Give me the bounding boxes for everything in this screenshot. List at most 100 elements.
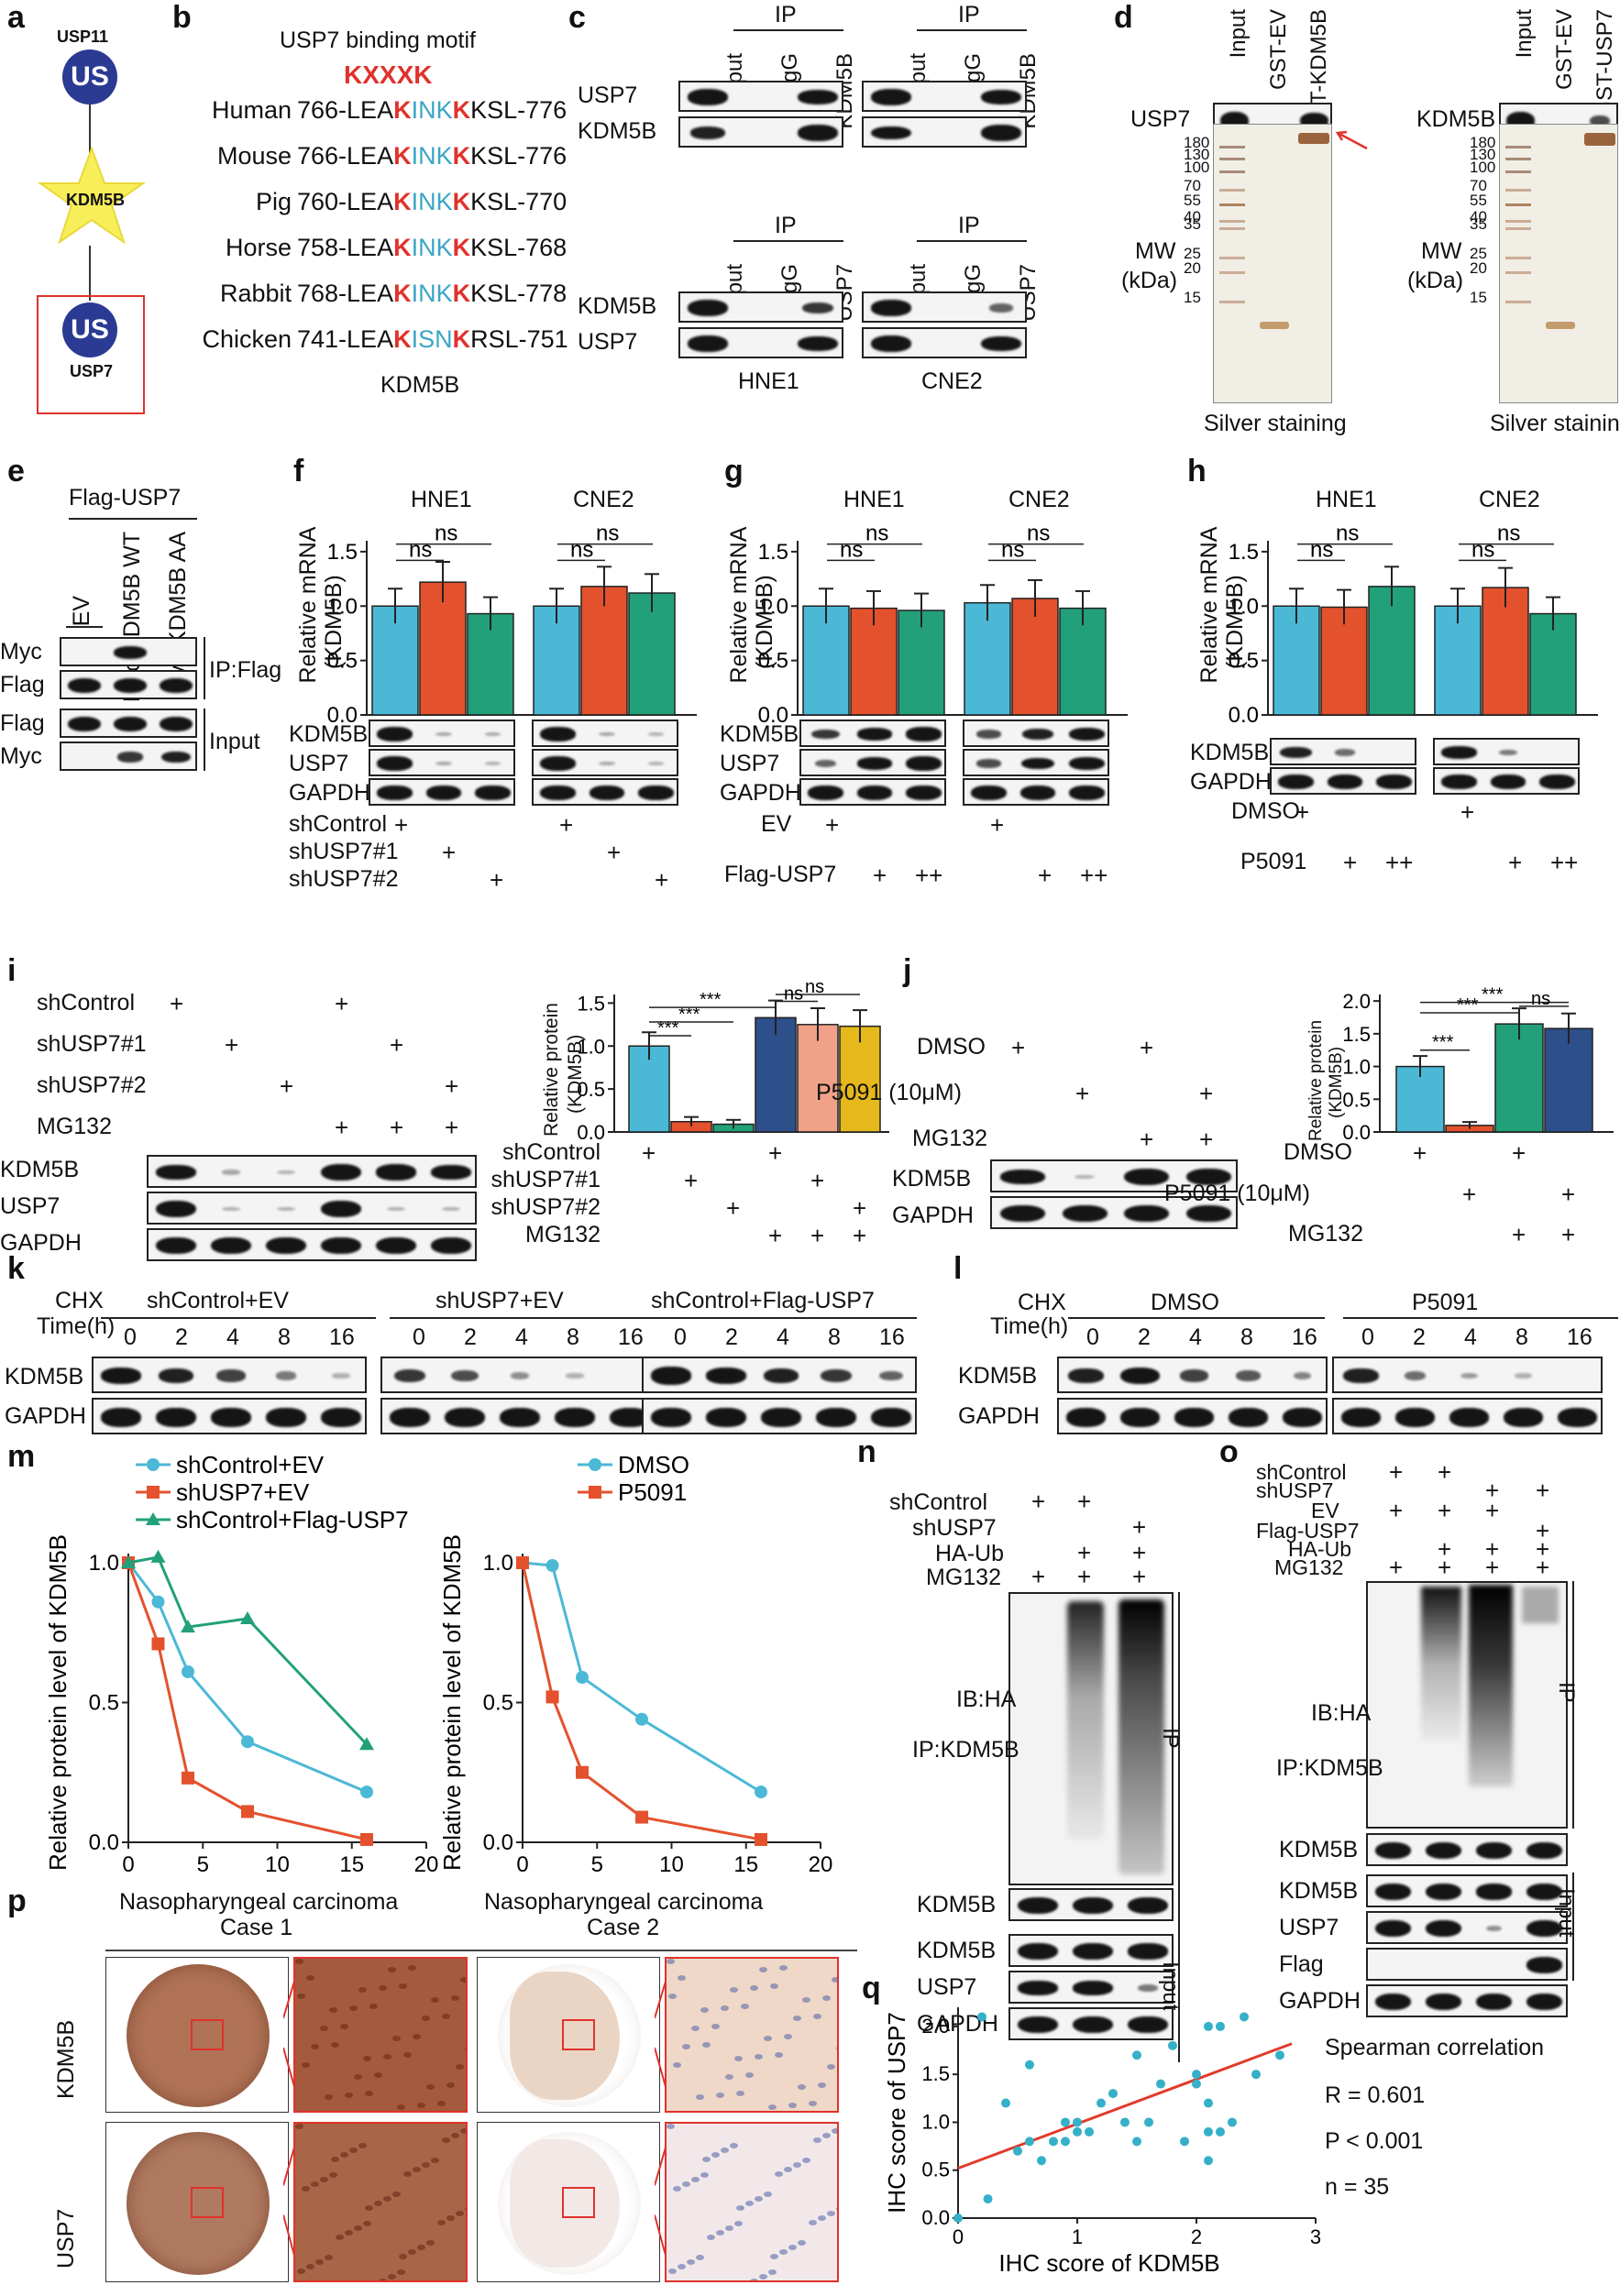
y-axis-label: Relative protein level of KDM5B bbox=[438, 1534, 466, 1871]
y-tick-label: 0.0 bbox=[483, 1830, 513, 1855]
ns-label: ns bbox=[1336, 522, 1359, 546]
blot-band bbox=[540, 785, 576, 800]
plus-sign: + bbox=[1438, 1458, 1452, 1486]
motif-row: Rabbit 768-LEAKINKKKSL-778 bbox=[183, 280, 568, 316]
blot-band bbox=[1343, 1368, 1379, 1383]
ip-bracket bbox=[733, 29, 843, 31]
wb-row-label: GAPDH bbox=[892, 1203, 974, 1228]
cell-nucleus bbox=[422, 2016, 430, 2021]
blot-band bbox=[321, 1200, 361, 1218]
x-axis-label: Time (h) bbox=[628, 1877, 716, 1879]
data-point bbox=[635, 1810, 648, 1824]
time-tick: 0 bbox=[674, 1324, 687, 1350]
x-tick-label: 20 bbox=[809, 1852, 833, 1877]
wb-strip bbox=[1008, 2007, 1174, 2040]
blot-band bbox=[1185, 1204, 1231, 1223]
wb-strip bbox=[369, 720, 515, 747]
y-tick-label: 1.0 bbox=[758, 594, 788, 619]
ihc-row-label: KDM5B bbox=[53, 2019, 79, 2099]
cell-nucleus bbox=[403, 2052, 412, 2058]
cell-nucleus bbox=[721, 2148, 729, 2153]
bar bbox=[1482, 587, 1529, 716]
condition-label: shUSP7#2 bbox=[490, 1194, 601, 1220]
wb-strip bbox=[1366, 1874, 1568, 1907]
blot-band bbox=[160, 716, 193, 732]
blot-band bbox=[1425, 1883, 1462, 1901]
cell-nucleus bbox=[417, 2103, 425, 2108]
plus-sign: + bbox=[1512, 1139, 1526, 1167]
y-tick-label: 1.5 bbox=[758, 540, 788, 565]
ip-bracket bbox=[917, 29, 1027, 31]
ubiquitin-smear-blot bbox=[1366, 1581, 1568, 1829]
seq-mid: ISN bbox=[411, 325, 453, 353]
y-axis-label-unit: (KDM5B) bbox=[1327, 1046, 1346, 1118]
scatter-point bbox=[1168, 2040, 1177, 2050]
chx-blot bbox=[1332, 1357, 1603, 1393]
data-point bbox=[755, 1785, 767, 1799]
plus-sign: + bbox=[853, 1194, 867, 1222]
coip-blot bbox=[678, 291, 843, 323]
cell-nucleus bbox=[365, 2091, 373, 2096]
kda-label: (kDa) bbox=[1121, 268, 1178, 293]
cell-nucleus bbox=[426, 2084, 435, 2090]
bar bbox=[1494, 1023, 1544, 1133]
panel-label-h: h bbox=[1187, 454, 1207, 489]
ip-side-label: IP bbox=[1554, 1682, 1579, 1703]
cell-nucleus bbox=[696, 2094, 704, 2100]
wb-row-label: KDM5B bbox=[1279, 1878, 1359, 1904]
cell-nucleus bbox=[363, 2056, 371, 2061]
bar bbox=[964, 601, 1011, 716]
blot-band bbox=[1526, 1957, 1563, 1973]
bar bbox=[1059, 607, 1107, 716]
blot-band bbox=[989, 303, 1013, 313]
coip-blot bbox=[678, 81, 843, 112]
bar bbox=[1529, 612, 1577, 716]
cell-nucleus bbox=[822, 1995, 831, 2001]
blot-band bbox=[1073, 1981, 1113, 1995]
mw-marker: 15 bbox=[1470, 289, 1487, 306]
condition-label: EV bbox=[761, 811, 792, 837]
scatter-point bbox=[1204, 2021, 1213, 2031]
input-label: Input bbox=[209, 729, 260, 754]
y-tick-label: 0.0 bbox=[1229, 703, 1259, 728]
spearman-title: Spearman correlation bbox=[1325, 2035, 1545, 2060]
cell-nucleus bbox=[349, 2148, 358, 2153]
time-tick: 2 bbox=[1138, 1324, 1151, 1350]
time-tick: 2 bbox=[1413, 1324, 1426, 1350]
ip-header: IP bbox=[958, 2, 980, 27]
cell-nucleus bbox=[813, 2014, 821, 2019]
cell-nucleus bbox=[403, 2171, 412, 2177]
cell-nucleus bbox=[775, 2171, 783, 2177]
flag-usp7-header: Flag-USP7 bbox=[69, 485, 182, 511]
ns-label: ns bbox=[1497, 522, 1520, 546]
cell-nucleus bbox=[702, 2157, 711, 2162]
blot-band bbox=[811, 729, 841, 740]
condition-label: MG132 bbox=[926, 1565, 1001, 1590]
blot-band bbox=[156, 1165, 196, 1180]
plus-sign: + bbox=[1031, 1488, 1046, 1515]
cell-nucleus bbox=[365, 2205, 373, 2211]
wb-strip bbox=[1366, 1833, 1568, 1866]
scatter-point bbox=[1204, 2126, 1213, 2137]
plus-sign: + bbox=[490, 866, 504, 894]
wb-row-label: KDM5B bbox=[892, 1166, 972, 1192]
blot-band bbox=[1590, 115, 1611, 126]
seq-mid: INK bbox=[411, 280, 453, 307]
header-line bbox=[69, 518, 197, 520]
cell-nucleus bbox=[755, 2054, 763, 2060]
ip-header: IP bbox=[958, 213, 980, 238]
time-label: Time(h) bbox=[990, 1313, 1069, 1339]
ladder-band bbox=[1219, 257, 1245, 259]
panel-label-p: p bbox=[7, 1884, 27, 1918]
blot-band bbox=[1138, 1983, 1158, 1993]
cell-nucleus bbox=[793, 2016, 801, 2021]
wb-row-label: USP7 bbox=[0, 1193, 61, 1219]
wb-strip bbox=[799, 720, 946, 747]
cell-nucleus bbox=[798, 2240, 806, 2246]
wb-row-label: USP7 bbox=[289, 751, 349, 776]
mutant-blot-label: Flag bbox=[0, 672, 45, 698]
cell-nucleus bbox=[325, 2255, 333, 2260]
blot-band bbox=[820, 1368, 853, 1383]
condition-label: shUSP7#1 bbox=[37, 1031, 147, 1057]
cell-nucleus bbox=[750, 1985, 758, 1991]
